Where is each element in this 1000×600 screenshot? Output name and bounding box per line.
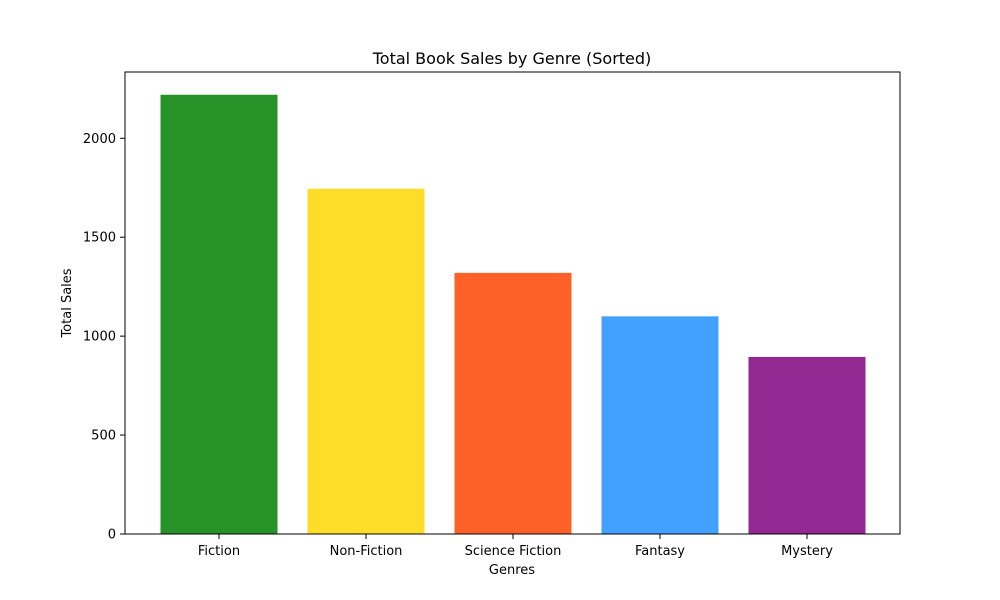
x-tick-label: Mystery: [781, 544, 833, 559]
x-tick-label: Science Fiction: [465, 544, 562, 559]
x-tick-label: Fiction: [198, 544, 240, 559]
y-tick-label: 500: [91, 429, 116, 444]
bar-science-fiction: [454, 272, 572, 534]
x-axis-ticks: Fiction Non-Fiction Science Fiction Fantasy…: [198, 534, 833, 559]
bar-mystery: [748, 356, 866, 534]
y-tick-label: 2000: [83, 132, 116, 147]
chart-title: Total Book Sales by Genre (Sorted): [372, 49, 652, 68]
plot-frame: [124, 71, 901, 535]
y-axis-ticks: 0 500 1000 1500 2000: [83, 132, 125, 543]
bars-layer: [160, 94, 866, 534]
y-tick-label: 0: [108, 528, 116, 543]
y-tick-label: 1000: [83, 330, 116, 345]
y-tick-label: 1500: [83, 231, 116, 246]
bar-fiction: [160, 94, 278, 534]
x-axis-label: Genres: [489, 563, 535, 578]
bar-fantasy: [601, 316, 719, 534]
x-tick-label: Fantasy: [635, 544, 685, 559]
x-tick-label: Non-Fiction: [330, 544, 403, 559]
y-axis-label: Total Sales: [60, 268, 75, 338]
bar-non-fiction: [307, 188, 425, 534]
